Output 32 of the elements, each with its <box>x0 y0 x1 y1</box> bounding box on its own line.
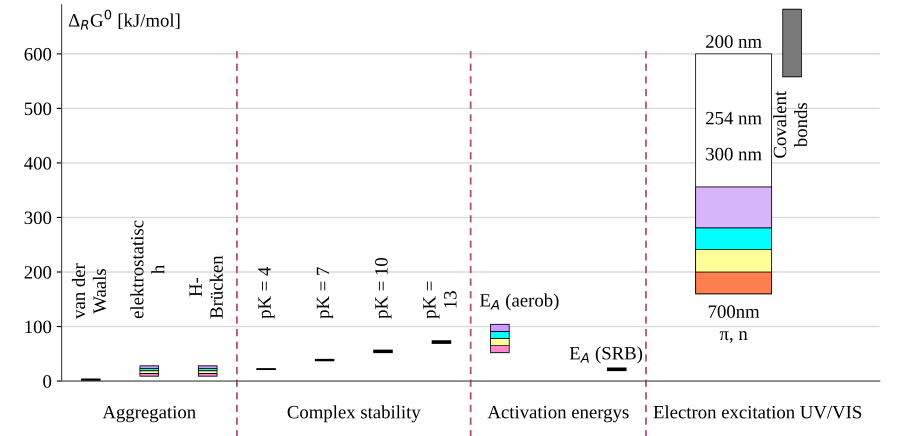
x-tick-label: Covalent bonds <box>773 90 808 158</box>
bar <box>606 368 627 372</box>
x-tick-label: elektrostatisc h <box>130 220 164 318</box>
x-tick-label: pK = 13 <box>423 282 457 319</box>
x-tick-label: pK = 10 <box>375 258 392 319</box>
annotation: 254 nm <box>706 112 762 124</box>
x-tick-label: pK = 4 <box>258 266 275 319</box>
x-tick-label: E$_{A}$ (SRB) <box>570 346 642 364</box>
x-tick-label: H- Brücken <box>189 256 223 318</box>
x-tick-label: pK = 7 <box>316 267 334 319</box>
annotation: 700nm π, n <box>708 305 760 343</box>
x-tick-label: van der Waals <box>72 263 106 319</box>
text: Electron excitation UV/VIS <box>654 405 862 419</box>
bar <box>782 8 802 78</box>
y-axis-title: Δ$_{R}$G$^{0}$ [kJ/mol] <box>68 10 180 30</box>
bar <box>432 340 452 344</box>
y-tick-label: 500 <box>24 102 52 116</box>
annotation: 200 nm <box>706 35 762 48</box>
bar <box>198 365 218 369</box>
bar <box>139 365 160 369</box>
x-tick-label: E$_{A}$ (aerob) <box>480 293 559 310</box>
text: Activation energys <box>488 406 629 422</box>
text: Complex stability <box>288 405 421 422</box>
text: Aggregation <box>102 406 196 422</box>
y-tick-label: 300 <box>24 212 52 224</box>
y-tick-label: 200 <box>24 266 52 279</box>
y-tick-label: 600 <box>24 48 52 61</box>
y-tick-label: 400 <box>24 156 52 170</box>
annotation: 300 nm <box>706 148 762 160</box>
y-tick-label: 100 <box>25 320 52 334</box>
bar <box>373 350 393 354</box>
y-tick-label: 0 <box>43 375 52 388</box>
